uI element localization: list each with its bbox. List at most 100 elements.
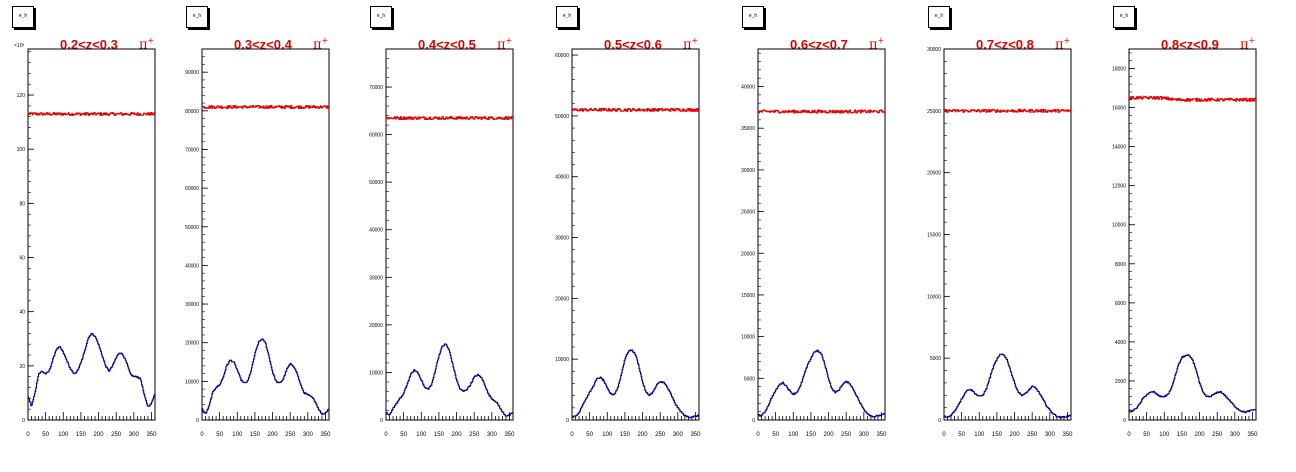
x-tick-label: 250 bbox=[655, 432, 666, 438]
chart-title: 0.5<z<0.6 bbox=[604, 37, 662, 52]
stat-box: e_h bbox=[370, 6, 392, 28]
histogram-blue bbox=[758, 349, 885, 418]
plot-area: 0 50 100 150 200 250 300 350 0 20 40 60 80 100 120 bbox=[17, 48, 157, 438]
histogram-blue bbox=[28, 332, 155, 407]
y-tick-label: 0 bbox=[380, 418, 383, 424]
plot-frame bbox=[757, 48, 886, 421]
plot-frame bbox=[385, 48, 514, 421]
y-tick-label: 25000 bbox=[927, 109, 941, 115]
histogram-blue bbox=[1129, 354, 1256, 414]
histogram-blue bbox=[386, 343, 513, 417]
y-tick-label: 80000 bbox=[185, 109, 199, 115]
stat-box: e_h bbox=[928, 6, 950, 28]
stat-box-label: e_h bbox=[562, 13, 572, 19]
y-tick-label: 0 bbox=[938, 418, 941, 424]
x-tick-label: 350 bbox=[876, 432, 887, 438]
stat-box: e_h bbox=[742, 6, 764, 28]
chart-panel: e_h 0.7<z<0.8 π+ 0 50 100 150 200 250 300 350 0 5000… bbox=[927, 0, 1098, 472]
x-tick-label: 350 bbox=[146, 432, 157, 438]
chart-panel: e_h 0.4<z<0.5 π+ 0 50 100 150 200 250 300 350 0 1000… bbox=[369, 0, 540, 472]
stat-box-label: e_h bbox=[376, 13, 386, 19]
x-tick-label: 350 bbox=[1247, 432, 1258, 438]
plot-frame bbox=[943, 48, 1072, 421]
y-tick-label: 20000 bbox=[741, 251, 755, 257]
chart-title: 0.2<z<0.3 bbox=[60, 37, 118, 52]
x-tick-label: 150 bbox=[76, 432, 87, 438]
x-tick-label: 100 bbox=[602, 432, 613, 438]
x-tick-label: 0 bbox=[756, 432, 760, 438]
x-tick-label: 50 bbox=[400, 432, 407, 438]
x-tick-label: 250 bbox=[285, 432, 296, 438]
x-tick-label: 250 bbox=[111, 432, 122, 438]
x-tick-label: 0 bbox=[200, 432, 204, 438]
x-tick-label: 50 bbox=[42, 432, 49, 438]
y-tick-label: 8000 bbox=[1115, 262, 1126, 268]
plot-frame bbox=[27, 48, 156, 421]
stat-box-label: e_h bbox=[18, 13, 28, 19]
y-tick-label: 6000 bbox=[1115, 301, 1126, 307]
particle-charge: + bbox=[321, 36, 329, 45]
x-tick-label: 150 bbox=[1177, 432, 1188, 438]
particle-label: π+ bbox=[313, 36, 329, 53]
plot-frame bbox=[571, 48, 700, 421]
particle-charge: + bbox=[147, 36, 155, 45]
y-tick-label: 25000 bbox=[741, 210, 755, 216]
x-tick-label: 150 bbox=[620, 432, 631, 438]
y-tick-label: 0 bbox=[22, 418, 25, 424]
y-tick-label: 40000 bbox=[185, 263, 199, 269]
y-tick-label: 50000 bbox=[369, 180, 383, 186]
stat-box: e_h bbox=[186, 6, 208, 28]
x-tick-label: 300 bbox=[129, 432, 140, 438]
y-tick-label: 12000 bbox=[1112, 184, 1126, 190]
chart-title: 0.4<z<0.5 bbox=[418, 37, 476, 52]
chart-title: 0.6<z<0.7 bbox=[790, 37, 848, 52]
x-tick-label: 100 bbox=[788, 432, 799, 438]
x-tick-label: 250 bbox=[841, 432, 852, 438]
particle-charge: + bbox=[691, 36, 699, 45]
x-tick-label: 300 bbox=[1230, 432, 1241, 438]
x-tick-label: 100 bbox=[232, 432, 243, 438]
x-tick-label: 0 bbox=[570, 432, 574, 438]
x-tick-label: 200 bbox=[638, 432, 649, 438]
x-tick-label: 200 bbox=[1195, 432, 1206, 438]
x-tick-label: 150 bbox=[250, 432, 261, 438]
x-tick-label: 200 bbox=[824, 432, 835, 438]
y-tick-label: 15000 bbox=[927, 233, 941, 239]
plot-area: 0 50 100 150 200 250 300 350 0 5000 10000 15000 2000… bbox=[927, 47, 1073, 438]
x-tick-label: 350 bbox=[320, 432, 331, 438]
y-tick-label: 0 bbox=[196, 418, 199, 424]
y-tick-label: 20 bbox=[19, 364, 25, 370]
x-tick-label: 50 bbox=[1143, 432, 1150, 438]
y-tick-label: 10000 bbox=[1112, 223, 1126, 229]
x-tick-label: 350 bbox=[690, 432, 701, 438]
y-tick-label: 30000 bbox=[185, 302, 199, 308]
x-tick-label: 50 bbox=[772, 432, 779, 438]
y-tick-label: 50000 bbox=[185, 225, 199, 231]
x-tick-label: 300 bbox=[487, 432, 498, 438]
y-tick-label: 40000 bbox=[741, 85, 755, 91]
particle-label: π+ bbox=[139, 36, 155, 53]
x-tick-label: 50 bbox=[586, 432, 593, 438]
plot-frame bbox=[201, 48, 330, 421]
y-tick-label: 50000 bbox=[555, 114, 569, 120]
plot-frame bbox=[1128, 48, 1257, 421]
y-tick-label: 100 bbox=[17, 147, 26, 153]
x-tick-label: 250 bbox=[1212, 432, 1223, 438]
chart-title: 0.3<z<0.4 bbox=[234, 37, 292, 52]
y-tick-label: 5000 bbox=[930, 356, 941, 362]
plot-area: 0 50 100 150 200 250 300 350 0 10000 20000 30000 400… bbox=[185, 48, 331, 438]
y-tick-label: 60000 bbox=[555, 53, 569, 59]
histogram-blue bbox=[944, 353, 1071, 419]
y-tick-label: 0 bbox=[1123, 418, 1126, 424]
y-tick-label: 20000 bbox=[369, 323, 383, 329]
x-tick-label: 250 bbox=[1027, 432, 1038, 438]
x-tick-label: 100 bbox=[1159, 432, 1170, 438]
particle-label: π+ bbox=[683, 36, 699, 53]
particle-charge: + bbox=[1063, 36, 1071, 45]
y-tick-label: 40 bbox=[19, 310, 25, 316]
y-tick-label: 15000 bbox=[741, 293, 755, 299]
x-tick-label: 200 bbox=[452, 432, 463, 438]
y-tick-label: 4000 bbox=[1115, 340, 1126, 346]
histogram-red bbox=[1129, 95, 1256, 102]
